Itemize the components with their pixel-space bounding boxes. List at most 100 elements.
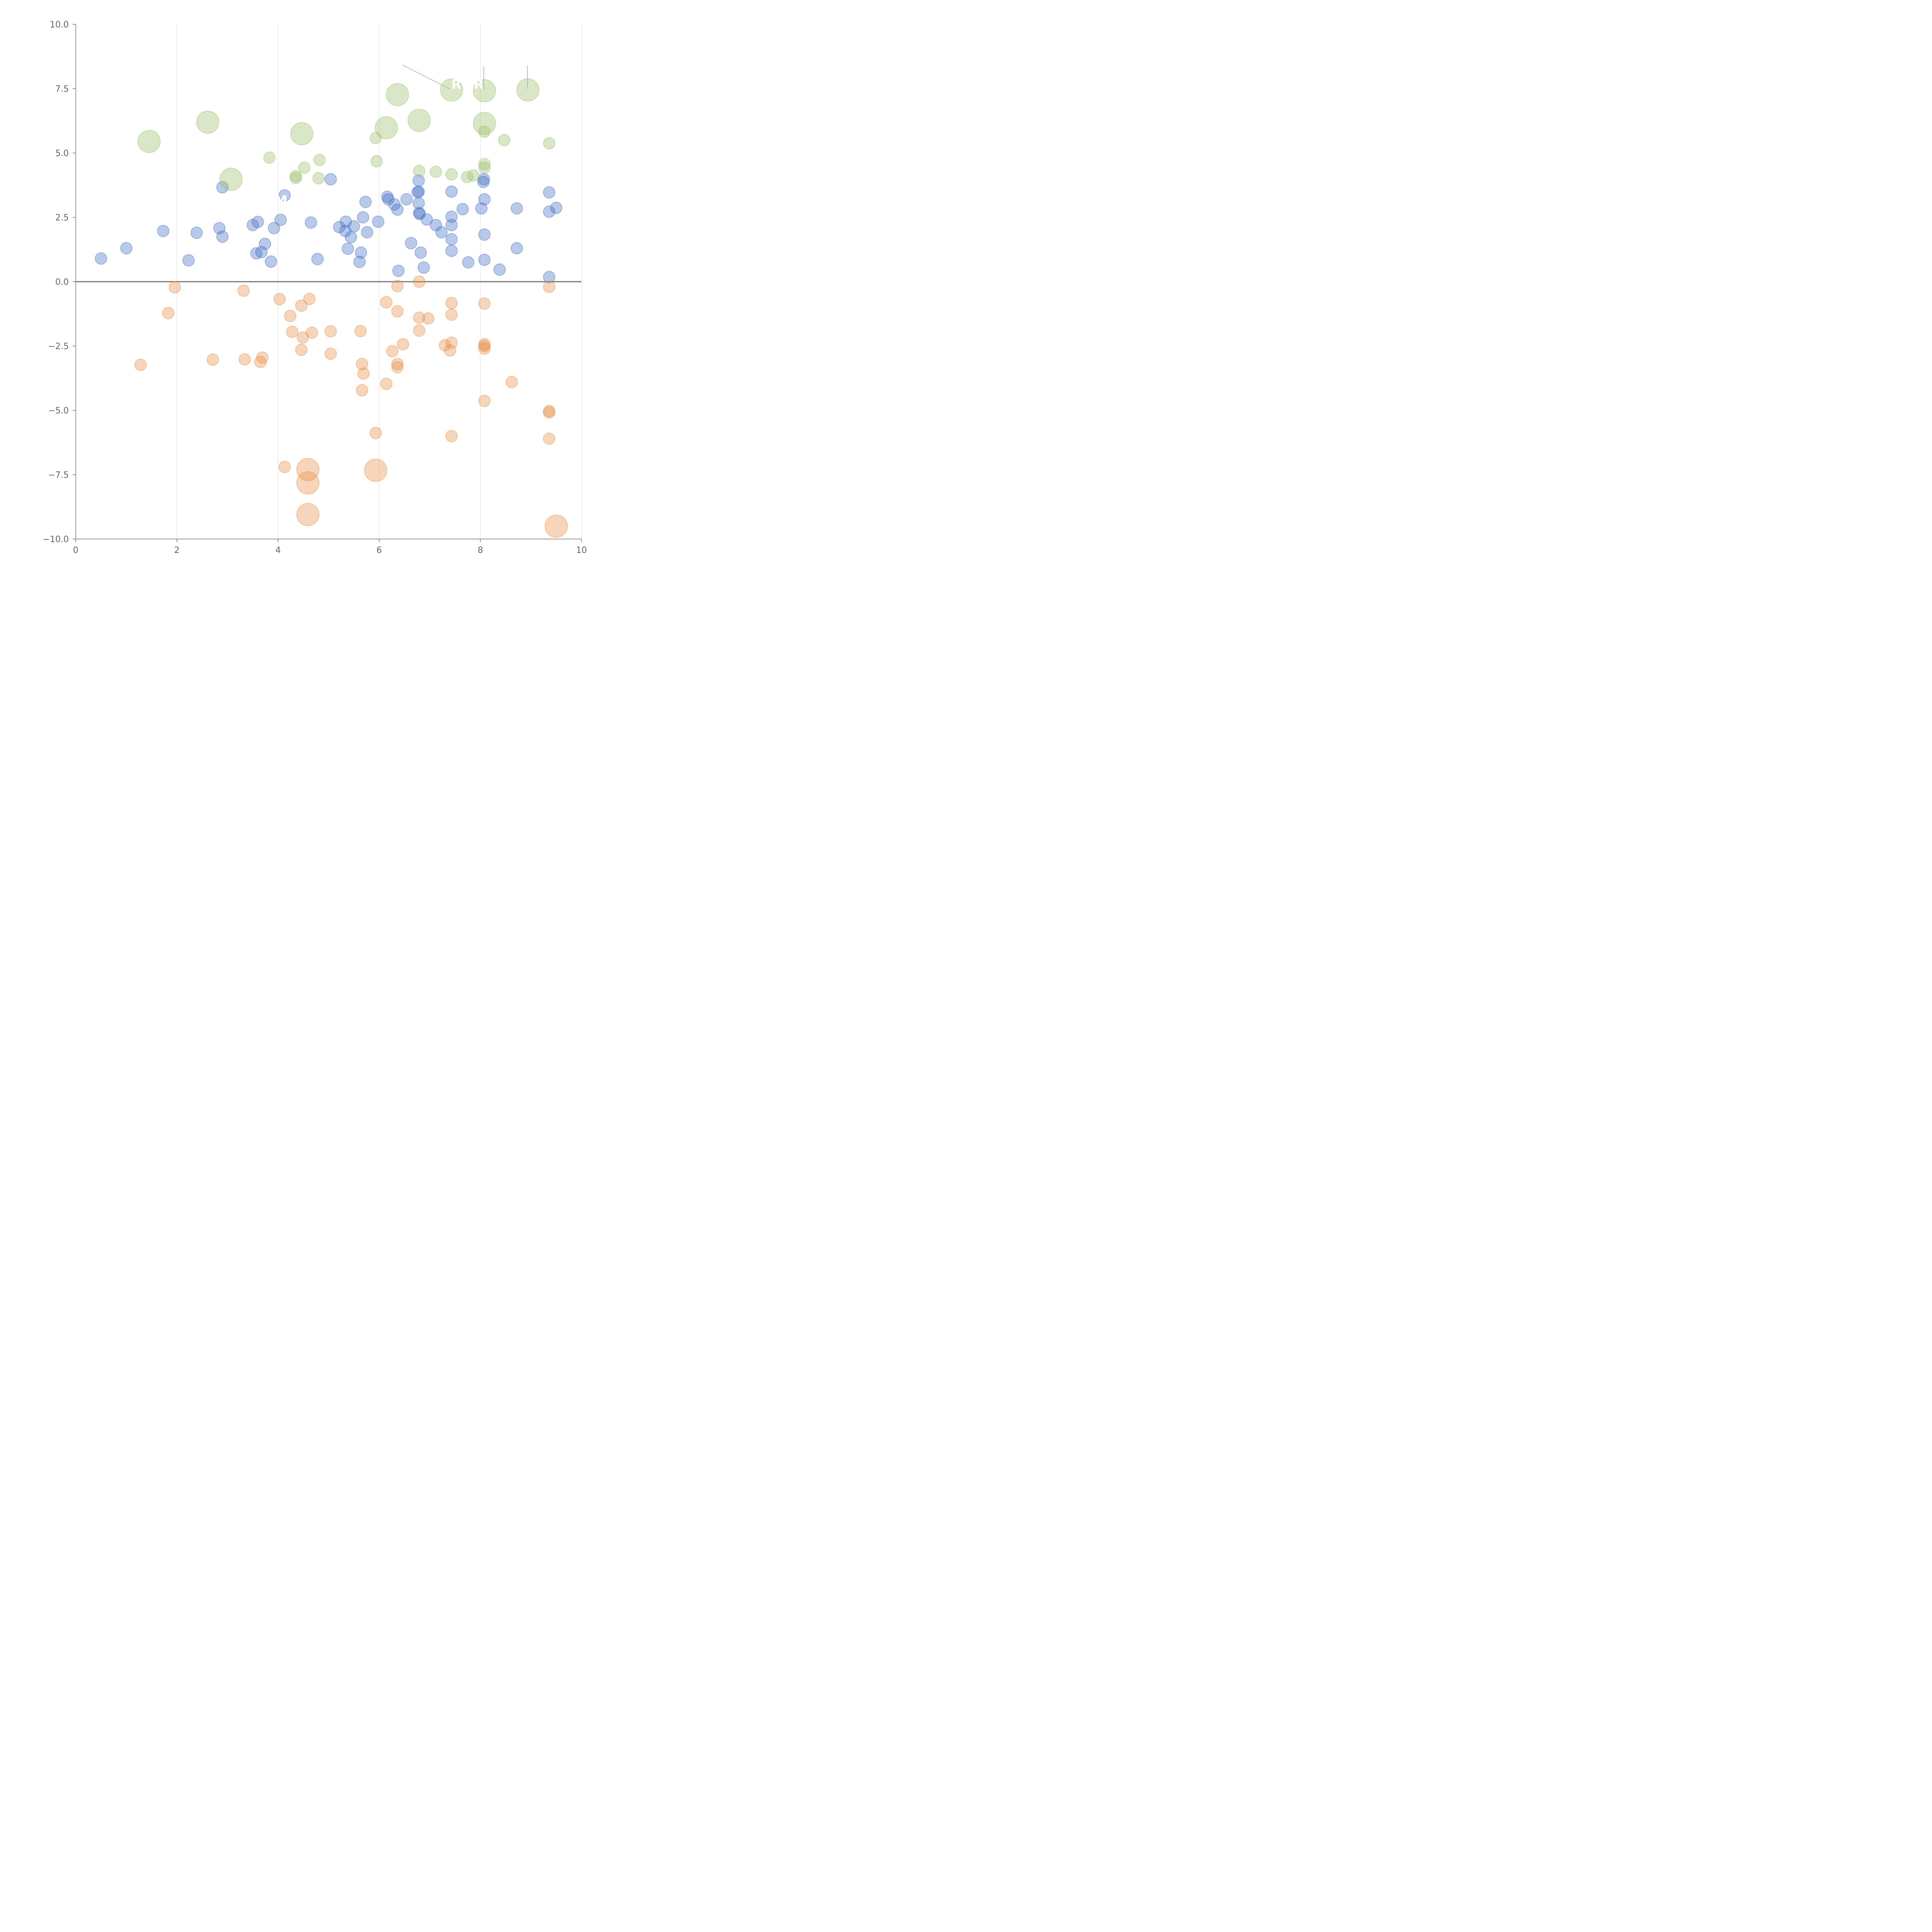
data-point-blue-13 xyxy=(265,255,277,268)
data-point-green-large-2 xyxy=(219,168,243,191)
data-point-orange-42 xyxy=(478,297,491,310)
data-point-green-large-6 xyxy=(408,109,431,132)
data-point-blue-62 xyxy=(478,253,491,266)
data-point-orange-24 xyxy=(380,296,393,309)
annotation-label-r2: R xyxy=(474,77,484,92)
data-point-green-large-0 xyxy=(138,130,161,153)
data-point-orange-40 xyxy=(445,337,458,349)
data-point-orange-19 xyxy=(354,325,367,337)
data-point-blue-6 xyxy=(216,181,229,194)
x-tick-label: 0 xyxy=(73,546,78,555)
annotation-label-m: M xyxy=(274,193,287,208)
y-tick-label: −7.5 xyxy=(48,471,69,480)
y-tick-label: 0.0 xyxy=(55,277,69,287)
data-point-blue-20 xyxy=(333,221,345,233)
leader-lines xyxy=(402,65,528,90)
x-tick-label: 10 xyxy=(576,546,587,555)
data-point-blue-2 xyxy=(157,225,170,237)
data-point-green-5 xyxy=(313,154,326,166)
data-point-orange-34 xyxy=(413,324,425,337)
x-tick-label: 2 xyxy=(174,546,180,555)
data-point-orange-17 xyxy=(324,325,337,338)
data-point-orange-39 xyxy=(445,308,458,321)
data-point-orange-32 xyxy=(413,276,425,288)
data-point-blue-23 xyxy=(342,243,354,255)
data-point-blue-33 xyxy=(382,193,395,206)
data-point-orange-51 xyxy=(543,432,555,445)
data-point-orange-27 xyxy=(391,280,404,293)
data-point-blue-7 xyxy=(216,230,229,243)
data-point-blue-45 xyxy=(414,246,427,259)
y-tick-label: 10.0 xyxy=(50,20,69,30)
data-point-green-0 xyxy=(263,151,276,164)
data-point-green-large-10 xyxy=(516,78,539,102)
data-point-orange-23 xyxy=(369,427,382,439)
data-point-green-large-8 xyxy=(473,79,496,102)
data-point-green-9 xyxy=(430,165,442,178)
data-point-orange-36 xyxy=(439,339,451,352)
data-point-blue-30 xyxy=(361,226,373,238)
data-point-orange-18 xyxy=(324,347,337,360)
data-point-blue-52 xyxy=(445,219,458,231)
data-point-green-11 xyxy=(461,171,473,183)
data-point-blue-53 xyxy=(445,233,458,245)
y-tick-label: −5.0 xyxy=(48,406,69,416)
data-point-blue-66 xyxy=(543,186,555,199)
data-point-green-10 xyxy=(445,168,458,181)
data-point-blue-46 xyxy=(417,261,430,274)
y-tick-label: 2.5 xyxy=(55,213,69,223)
data-point-blue-29 xyxy=(359,196,372,208)
data-point-orange-1 xyxy=(162,307,175,320)
data-point-blue-49 xyxy=(435,226,448,238)
data-point-orange-3 xyxy=(206,354,219,366)
data-point-blue-31 xyxy=(372,216,384,228)
data-point-orange-15 xyxy=(303,293,316,305)
data-point-blue-10 xyxy=(250,247,263,260)
data-point-blue-61 xyxy=(478,228,491,241)
data-point-orange-33 xyxy=(413,311,425,324)
data-point-blue-41 xyxy=(412,174,425,187)
data-point-orange-16 xyxy=(306,327,318,339)
data-point-green-17 xyxy=(543,137,555,150)
data-point-green-large-3 xyxy=(290,122,313,145)
data-point-blue-47 xyxy=(420,213,433,226)
data-point-blue-69 xyxy=(543,271,555,283)
data-point-green-15 xyxy=(478,162,491,174)
data-point-orange-7 xyxy=(256,351,269,364)
annotation-label-r1: R xyxy=(451,77,461,92)
y-tick-label: −10.0 xyxy=(43,535,69,544)
data-point-orange-5 xyxy=(238,353,251,366)
data-point-orange-30 xyxy=(391,361,404,373)
data-point-orange-8 xyxy=(273,293,286,306)
data-point-blue-67 xyxy=(543,206,555,218)
data-point-green-2 xyxy=(289,172,302,184)
data-point-orange-41 xyxy=(445,430,458,442)
data-point-blue-15 xyxy=(274,214,287,226)
data-point-blue-36 xyxy=(392,265,405,277)
data-point-blue-21 xyxy=(340,216,352,228)
data-point-blue-0 xyxy=(95,252,107,265)
data-point-orange-46 xyxy=(478,395,491,407)
data-point-blue-14 xyxy=(268,222,280,235)
data-point-blue-63 xyxy=(493,263,506,276)
data-point-green-12 xyxy=(467,169,480,182)
data-point-blue-24 xyxy=(345,231,357,243)
data-point-blue-19 xyxy=(324,173,337,185)
data-point-blue-35 xyxy=(391,203,404,216)
data-point-blue-16 xyxy=(278,189,291,202)
data-point-blue-68 xyxy=(550,202,563,214)
data-point-green-7 xyxy=(371,155,383,168)
data-point-blue-38 xyxy=(405,237,417,249)
data-point-orange-28 xyxy=(391,305,404,318)
y-axis: −10.0 −7.5 −5.0 −2.5 0.0 2.5 5.0 7.5 10.0 xyxy=(43,20,582,544)
data-point-orange-21 xyxy=(356,384,368,396)
data-point-green-large-5 xyxy=(386,83,409,106)
data-point-green-14 xyxy=(478,158,491,170)
data-point-green-16 xyxy=(498,134,510,146)
annotation-labels: M R R xyxy=(274,77,484,208)
data-point-orange-11 xyxy=(286,326,299,338)
data-point-green-13 xyxy=(478,125,491,138)
data-point-blue-42 xyxy=(412,197,425,209)
data-point-orange-0 xyxy=(134,359,147,371)
data-point-blue-50 xyxy=(445,185,458,198)
